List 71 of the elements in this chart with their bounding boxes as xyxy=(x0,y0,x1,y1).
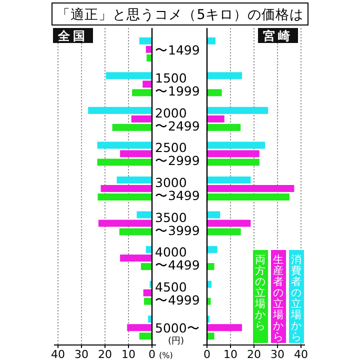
x-tick-label: 20 xyxy=(98,348,112,360)
x-tick-label: 40 xyxy=(51,348,65,360)
bar xyxy=(207,72,242,80)
bar xyxy=(207,220,251,227)
y-tick-label: 5000〜 xyxy=(155,320,200,336)
bar xyxy=(146,246,152,254)
bar xyxy=(112,124,152,131)
bar xyxy=(106,72,152,80)
bar xyxy=(98,220,152,227)
x-tick-label: 30 xyxy=(74,348,88,360)
x-tick-label: 10 xyxy=(224,348,238,360)
bar xyxy=(139,332,152,340)
bar xyxy=(207,211,220,218)
bar xyxy=(207,194,290,200)
bar xyxy=(136,211,152,218)
bar xyxy=(143,289,152,296)
y-tick-label: 2500 〜2999 xyxy=(155,140,200,168)
x-axis-title: (%) xyxy=(159,351,173,360)
bar xyxy=(97,158,152,166)
bar xyxy=(207,332,214,340)
bar xyxy=(98,194,152,200)
bar xyxy=(100,185,152,192)
bar xyxy=(207,298,211,305)
bar xyxy=(120,254,152,262)
bar xyxy=(127,324,152,332)
y-tick-label: 2000 〜2499 xyxy=(155,105,200,134)
bar xyxy=(140,263,152,270)
bar xyxy=(207,185,294,192)
x-tick-label: 0 xyxy=(148,348,156,360)
chart-subtitle: 宮崎 xyxy=(263,29,293,43)
y-tick-label: 3500 〜3999 xyxy=(155,210,200,238)
bar xyxy=(132,89,152,96)
x-tick-label: 30 xyxy=(270,348,284,360)
bar xyxy=(207,37,216,44)
bar xyxy=(131,115,152,122)
bar xyxy=(207,115,224,122)
x-tick-label: 20 xyxy=(247,348,261,360)
bar xyxy=(120,150,152,158)
legend: 消費者の立場から 生産者の立場から 両方の立場から xyxy=(253,250,304,343)
bar xyxy=(139,37,152,44)
bar xyxy=(207,176,251,184)
bar xyxy=(207,124,241,131)
bar xyxy=(119,228,152,236)
bar xyxy=(207,263,214,270)
bar xyxy=(207,150,260,158)
bar xyxy=(97,142,152,149)
x-tick-label: 0 xyxy=(204,348,210,360)
bar xyxy=(146,46,152,53)
y-tick-label: 3000 〜3499 xyxy=(155,175,200,203)
y-tick-label: 1500 〜1999 xyxy=(155,70,200,99)
chart-subtitle: 全国 xyxy=(57,29,88,43)
y-tick-label: 4000 〜4499 xyxy=(155,244,200,273)
y-tick-label: 4500 〜4999 xyxy=(155,279,200,308)
bar xyxy=(207,158,260,166)
bar xyxy=(88,106,152,114)
x-tick-label: 40 xyxy=(294,348,308,360)
bar xyxy=(207,106,268,114)
bar xyxy=(146,54,152,62)
bar xyxy=(207,280,212,288)
bar xyxy=(207,324,242,332)
bar xyxy=(116,176,152,184)
bar xyxy=(207,228,241,236)
bar xyxy=(144,298,152,305)
y-tick-label: 〜1499 xyxy=(155,42,200,58)
text: 「適正」と思うコメ（5キロ）の価格は xyxy=(56,7,304,23)
bar xyxy=(207,246,218,254)
bar xyxy=(207,89,222,96)
bar xyxy=(142,80,152,88)
x-tick-label: 10 xyxy=(122,348,136,360)
bar xyxy=(207,142,266,149)
y-axis-title: (円) xyxy=(168,336,184,347)
